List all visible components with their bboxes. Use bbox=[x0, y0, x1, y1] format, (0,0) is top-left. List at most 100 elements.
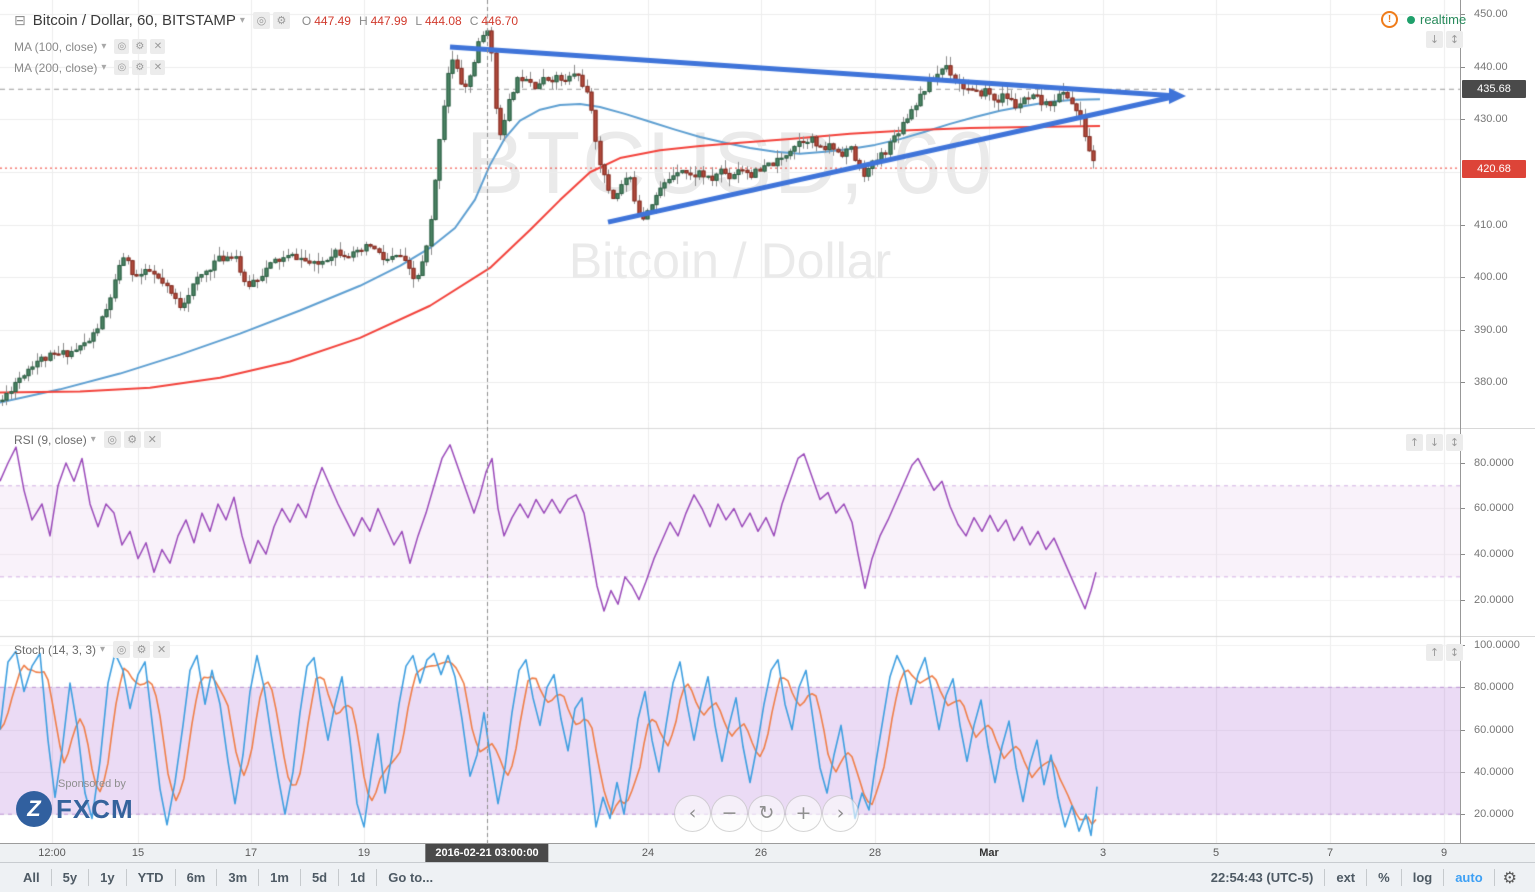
range-buttons: All 5y 1y YTD 6m 3m 1m 5d 1d Go to... bbox=[12, 869, 444, 886]
main-pane-controls bbox=[1423, 31, 1463, 48]
range-button-5y[interactable]: 5y bbox=[62, 870, 78, 885]
main-series-legend: Bitcoin / Dollar, 60, BITSTAMP O447.49H4… bbox=[14, 12, 518, 29]
price-level-badge: 435.68 bbox=[1462, 80, 1526, 98]
settings-gear-icon[interactable] bbox=[133, 641, 151, 658]
ma200-label[interactable]: MA (200, close) bbox=[14, 60, 98, 75]
price-axis[interactable]: 435.68 420.68 450.00 440.00 430.00 410.00 40… bbox=[1460, 0, 1535, 843]
time-axis-label: 3 bbox=[1099, 847, 1107, 859]
rsi-axis-label: 80.0000 bbox=[1474, 457, 1514, 469]
crosshair-time-badge: 2016-02-21 03:00:00 bbox=[425, 844, 549, 862]
move-pane-up-icon[interactable] bbox=[1426, 644, 1443, 661]
rsi-label[interactable]: RSI (9, close) bbox=[14, 432, 87, 447]
remove-icon[interactable] bbox=[150, 60, 166, 75]
price-axis-label: 430.00 bbox=[1474, 113, 1508, 125]
time-axis-label: 28 bbox=[868, 847, 882, 859]
remove-icon[interactable] bbox=[150, 39, 166, 54]
visibility-icon[interactable] bbox=[114, 60, 130, 75]
time-axis-label: 9 bbox=[1440, 847, 1448, 859]
move-pane-down-icon[interactable] bbox=[1426, 31, 1443, 48]
ma100-legend: MA (100, close) bbox=[14, 39, 166, 54]
auto-scale-button[interactable]: auto bbox=[1455, 870, 1483, 885]
rsi-axis-label: 60.0000 bbox=[1474, 502, 1514, 514]
move-pane-down-icon[interactable] bbox=[1426, 434, 1443, 451]
visibility-icon[interactable] bbox=[252, 12, 270, 29]
range-button-5d[interactable]: 5d bbox=[311, 870, 328, 885]
sponsored-by-label: Sponsored by bbox=[58, 778, 126, 790]
connection-dot-icon bbox=[1407, 15, 1415, 24]
time-axis-label: 5 bbox=[1212, 847, 1220, 859]
price-axis-label: 380.00 bbox=[1474, 376, 1508, 388]
range-button-1d[interactable]: 1d bbox=[350, 870, 366, 885]
symbol-title[interactable]: Bitcoin / Dollar, 60, BITSTAMP bbox=[32, 12, 236, 29]
time-axis-label: 15 bbox=[131, 847, 145, 859]
last-price-badge: 420.68 bbox=[1462, 160, 1526, 178]
ma200-legend: MA (200, close) bbox=[14, 60, 166, 75]
chevron-down-icon[interactable] bbox=[100, 644, 105, 655]
rsi-axis-label: 40.0000 bbox=[1474, 548, 1514, 560]
chevron-down-icon[interactable] bbox=[101, 62, 106, 73]
fxcm-logo-icon: Z bbox=[16, 791, 52, 827]
goto-button[interactable]: Go to... bbox=[388, 870, 434, 885]
settings-gear-icon[interactable] bbox=[272, 12, 290, 29]
zoom-out-button[interactable] bbox=[711, 795, 748, 832]
price-axis-label: 390.00 bbox=[1474, 324, 1508, 336]
stoch-axis-label: 100.0000 bbox=[1474, 639, 1520, 651]
time-axis-label: 19 bbox=[357, 847, 371, 859]
bottom-toolbar: All 5y 1y YTD 6m 3m 1m 5d 1d Go to... 22:54:43 (U… bbox=[0, 862, 1535, 892]
stoch-axis-label: 80.0000 bbox=[1474, 681, 1514, 693]
price-axis-label: 410.00 bbox=[1474, 219, 1508, 231]
realtime-status: ! realtime bbox=[1381, 11, 1466, 28]
log-scale-button[interactable]: log bbox=[1412, 870, 1433, 885]
zoom-in-button[interactable] bbox=[785, 795, 822, 832]
settings-gear-icon[interactable] bbox=[132, 39, 148, 54]
remove-icon[interactable] bbox=[143, 431, 161, 448]
settings-gear-icon[interactable] bbox=[123, 431, 141, 448]
warning-icon[interactable]: ! bbox=[1381, 11, 1398, 28]
rsi-axis-label: 20.0000 bbox=[1474, 594, 1514, 606]
chart-canvas[interactable] bbox=[0, 0, 1460, 843]
stoch-axis-label: 40.0000 bbox=[1474, 766, 1514, 778]
time-axis-label: 12:00 bbox=[38, 847, 66, 859]
time-axis-label: 26 bbox=[754, 847, 768, 859]
visibility-icon[interactable] bbox=[113, 641, 131, 658]
rsi-pane-controls bbox=[1403, 434, 1463, 451]
percent-scale-button[interactable]: % bbox=[1378, 870, 1390, 885]
reset-view-button[interactable] bbox=[748, 795, 785, 832]
resize-pane-icon[interactable] bbox=[1446, 434, 1463, 451]
time-axis-label: Mar bbox=[979, 847, 999, 859]
move-pane-up-icon[interactable] bbox=[1406, 434, 1423, 451]
resize-pane-icon[interactable] bbox=[1446, 31, 1463, 48]
ma100-label[interactable]: MA (100, close) bbox=[14, 39, 98, 54]
sponsor-block[interactable]: Sponsored by Z FXCM bbox=[16, 778, 134, 827]
stoch-axis-label: 60.0000 bbox=[1474, 724, 1514, 736]
pan-left-button[interactable] bbox=[674, 795, 711, 832]
time-axis-label: 17 bbox=[244, 847, 258, 859]
pan-right-button[interactable] bbox=[822, 795, 859, 832]
chevron-down-icon[interactable] bbox=[91, 434, 96, 445]
toolbar-right: 22:54:43 (UTC-5) ext % log auto bbox=[1200, 863, 1525, 892]
realtime-label: realtime bbox=[1420, 12, 1467, 27]
remove-icon[interactable] bbox=[153, 641, 171, 658]
collapse-pane-icon[interactable] bbox=[14, 13, 26, 29]
chevron-down-icon[interactable] bbox=[101, 41, 106, 52]
time-axis[interactable]: 2016-02-21 03:00:00 12:00 15 17 19 24 26 28 Mar… bbox=[0, 843, 1535, 862]
range-button-3m[interactable]: 3m bbox=[228, 870, 248, 885]
extended-hours-button[interactable]: ext bbox=[1336, 870, 1356, 885]
time-axis-label: 24 bbox=[641, 847, 655, 859]
chevron-down-icon[interactable] bbox=[240, 15, 245, 26]
range-button-1m[interactable]: 1m bbox=[270, 870, 289, 885]
stoch-axis-label: 20.0000 bbox=[1474, 808, 1514, 820]
chart-settings-gear-icon[interactable] bbox=[1495, 868, 1525, 887]
range-button-all[interactable]: All bbox=[23, 870, 40, 885]
settings-gear-icon[interactable] bbox=[132, 60, 148, 75]
visibility-icon[interactable] bbox=[103, 431, 121, 448]
resize-pane-icon[interactable] bbox=[1446, 644, 1463, 661]
stoch-label[interactable]: Stoch (14, 3, 3) bbox=[14, 642, 97, 657]
ohlc-readout: O 447.49 H 447.99 L 444.08 C 446.70 bbox=[301, 13, 519, 28]
clock-display[interactable]: 22:54:43 (UTC-5) bbox=[1210, 870, 1314, 885]
range-button-1y[interactable]: 1y bbox=[100, 870, 115, 885]
visibility-icon[interactable] bbox=[114, 39, 130, 54]
range-button-6m[interactable]: 6m bbox=[186, 870, 206, 885]
range-button-ytd[interactable]: YTD bbox=[137, 870, 164, 885]
